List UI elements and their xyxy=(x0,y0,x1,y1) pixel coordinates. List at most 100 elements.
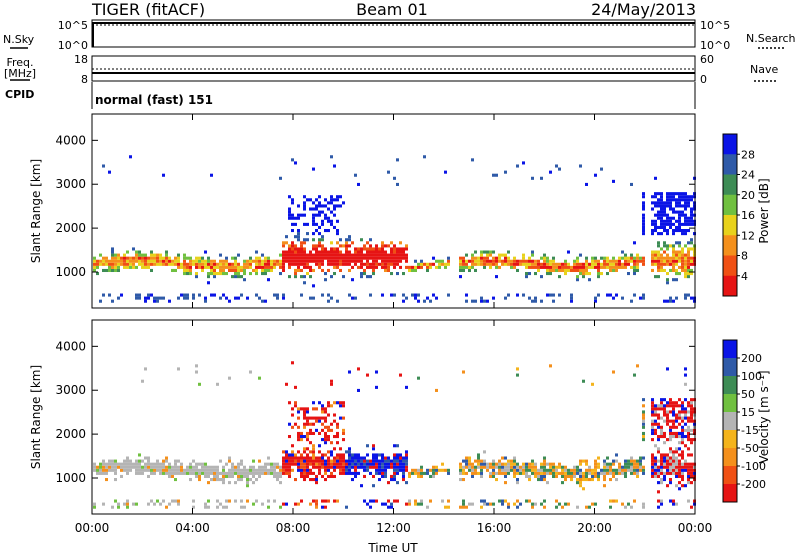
heatmap-cell xyxy=(93,268,96,273)
heatmap-cell xyxy=(117,262,120,266)
heatmap-cell xyxy=(669,225,672,229)
heatmap-cell xyxy=(339,404,342,408)
heatmap-cell xyxy=(204,502,207,506)
heatmap-cell xyxy=(360,272,363,276)
heatmap-cell xyxy=(315,228,318,233)
heatmap-cell xyxy=(651,253,654,257)
heatmap-cell xyxy=(282,459,285,463)
heatmap-cell xyxy=(408,502,411,506)
heatmap-cell xyxy=(516,259,519,263)
heatmap-cell xyxy=(306,456,309,460)
heatmap-cell xyxy=(447,293,450,297)
heatmap-cell xyxy=(309,275,312,279)
heatmap-cell xyxy=(651,471,654,475)
heatmap-cell xyxy=(324,419,327,423)
heatmap-cell xyxy=(102,256,105,260)
heatmap-cell xyxy=(681,210,684,214)
heatmap-cell xyxy=(231,465,234,469)
heatmap-cell xyxy=(336,453,339,457)
heatmap-cell xyxy=(213,471,216,475)
heatmap-cell xyxy=(126,456,129,460)
heatmap-cell xyxy=(144,296,147,300)
heatmap-cell xyxy=(672,262,675,266)
heatmap-cell xyxy=(396,471,399,475)
heatmap-cell xyxy=(342,428,345,432)
heatmap-cell xyxy=(150,471,153,475)
heatmap-cell xyxy=(498,471,501,475)
heatmap-cell xyxy=(486,465,489,469)
heatmap-cell xyxy=(135,459,138,463)
heatmap-cell xyxy=(138,256,141,260)
heatmap-cell xyxy=(669,431,672,435)
heatmap-cell xyxy=(333,465,336,469)
heatmap-cell xyxy=(171,468,174,472)
heatmap-cell xyxy=(210,268,213,273)
heatmap-cell xyxy=(336,425,339,429)
heatmap-cell xyxy=(135,253,138,257)
heatmap-cell xyxy=(222,262,225,266)
heatmap-cell xyxy=(483,256,486,260)
heatmap-cell xyxy=(576,278,579,282)
heatmap-cell xyxy=(480,262,483,266)
heatmap-cell xyxy=(198,478,201,482)
heatmap-cell xyxy=(195,468,198,472)
heatmap-cell xyxy=(678,204,681,208)
heatmap-cell xyxy=(216,265,219,269)
heatmap-cell xyxy=(351,296,354,300)
heatmap-cell xyxy=(384,468,387,472)
heatmap-cell xyxy=(285,256,288,260)
heatmap-cell xyxy=(261,502,264,506)
heatmap-cell xyxy=(690,441,693,445)
velocity-y-axis-label: Slant Range [km] xyxy=(29,365,43,469)
heatmap-cell xyxy=(639,462,642,466)
heatmap-cell xyxy=(417,376,420,380)
heatmap-cell xyxy=(672,192,675,196)
heatmap-cell xyxy=(546,256,549,260)
heatmap-cell xyxy=(300,247,303,251)
heatmap-cell xyxy=(579,474,582,479)
heatmap-cell xyxy=(210,262,213,266)
heatmap-cell xyxy=(426,505,429,509)
heatmap-cell xyxy=(420,468,423,472)
nsky-tick-bottom-right: 10^0 xyxy=(700,39,730,52)
heatmap-cell xyxy=(654,250,657,254)
heatmap-cell xyxy=(201,471,204,475)
heatmap-cell xyxy=(393,247,396,251)
heatmap-cell xyxy=(690,410,693,414)
heatmap-cell xyxy=(534,299,537,303)
y-tick-label: 4000 xyxy=(55,133,86,147)
heatmap-cell xyxy=(207,275,210,279)
heatmap-cell xyxy=(387,462,390,466)
heatmap-cell xyxy=(165,471,168,475)
heatmap-cell xyxy=(123,459,126,463)
heatmap-cell xyxy=(459,259,462,263)
heatmap-cell xyxy=(324,213,327,217)
heatmap-cell xyxy=(678,195,681,199)
heatmap-cell xyxy=(690,474,693,479)
heatmap-cell xyxy=(348,370,351,374)
heatmap-cell xyxy=(681,198,684,202)
heatmap-cell xyxy=(420,499,423,503)
heatmap-cell xyxy=(111,256,114,260)
heatmap-cell xyxy=(465,265,468,269)
heatmap-cell xyxy=(234,499,237,503)
heatmap-cell xyxy=(138,465,141,469)
heatmap-cell xyxy=(135,265,138,269)
heatmap-cell xyxy=(651,459,654,463)
heatmap-cell xyxy=(267,265,270,269)
heatmap-cell xyxy=(690,438,693,442)
heatmap-cell xyxy=(180,471,183,475)
heatmap-cell xyxy=(282,465,285,469)
heatmap-cell xyxy=(570,296,573,300)
heatmap-cell xyxy=(303,465,306,469)
heatmap-cell xyxy=(108,265,111,269)
heatmap-cell xyxy=(543,465,546,469)
heatmap-cell xyxy=(330,428,333,432)
heatmap-cell xyxy=(309,456,312,460)
heatmap-cell xyxy=(606,456,609,460)
heatmap-cell xyxy=(597,471,600,475)
heatmap-cell xyxy=(684,256,687,260)
heatmap-cell xyxy=(309,422,312,426)
heatmap-cell xyxy=(156,253,159,257)
